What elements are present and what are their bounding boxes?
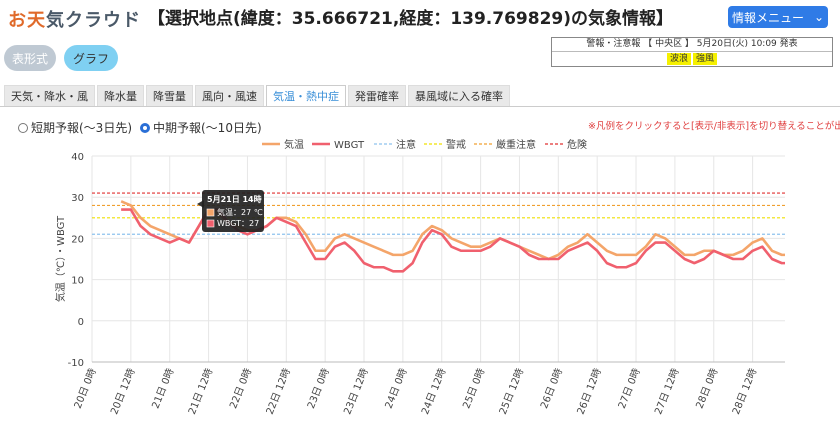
x-tick-label: 22日 0時 (227, 367, 254, 411)
legend-item-label[interactable]: 警戒 (446, 138, 466, 151)
chart-tooltip (202, 190, 264, 232)
warning-tag-wave: 波浪 (666, 53, 691, 65)
tooltip-value: WBGT：27 (217, 219, 259, 228)
tab-bar: 天気・降水・風 降水量 降雪量 風向・風速 気温・熱中症 発雷確率 暴風域に入る… (4, 85, 510, 107)
x-tick-label: 25日 0時 (460, 367, 487, 411)
warning-panel: 警報・注意報 【 中央区 】 5月20日(火) 10:09 発表 波浪 強風 (551, 37, 833, 67)
x-tick-label: 26日 12時 (575, 367, 604, 417)
radio-on-icon (140, 122, 150, 133)
graph-view-button[interactable]: グラフ (64, 45, 118, 71)
x-tick-label: 20日 0時 (72, 367, 99, 411)
x-tick-label: 28日 12時 (730, 367, 759, 417)
y-tick-label: 40 (71, 152, 84, 163)
tab-snowfall[interactable]: 降雪量 (146, 85, 193, 107)
temperature-wbgt-chart: 20日 0時 20日 12時 21日 0時 21日 12時 22日 0時 22日 12時 2… (54, 138, 785, 417)
x-tick-label: 23日 12時 (341, 367, 370, 417)
x-tick-label: 27日 12時 (652, 367, 681, 417)
tooltip-arrow-icon (197, 200, 204, 208)
y-tick-label: 0 (78, 317, 84, 328)
x-tick-label: 26日 0時 (538, 367, 565, 411)
legend-note: ※凡例をクリックすると[表示/非表示]を切り替えることが出来ます (588, 121, 840, 132)
x-tick-label: 21日 0時 (150, 367, 177, 411)
info-menu-button[interactable]: 情報メニュー ⌄ (728, 6, 828, 28)
x-tick-label: 28日 0時 (694, 367, 721, 411)
x-tick-label: 27日 0時 (616, 367, 643, 411)
warning-tag-wind: 強風 (693, 53, 718, 65)
tab-precipitation[interactable]: 降水量 (97, 85, 144, 107)
y-tick-label: -10 (68, 358, 84, 369)
short-forecast-radio[interactable]: 短期予報(〜3日先) (18, 119, 132, 136)
y-tick-label: 20 (71, 234, 84, 245)
app-logo[interactable]: お天気クラウド (8, 10, 141, 31)
chevron-down-icon: ⌄ (813, 10, 825, 24)
radio-off-icon (18, 122, 28, 133)
x-tick-label: 23日 0時 (305, 367, 332, 411)
y-tick-label: 30 (71, 193, 84, 204)
x-tick-label: 25日 12時 (497, 367, 526, 417)
y-axis-label: 気温（℃）・WBGT (54, 215, 67, 302)
tooltip-swatch (206, 219, 215, 228)
tooltip-swatch (206, 208, 215, 217)
tab-wind[interactable]: 風向・風速 (195, 85, 264, 107)
legend-item-label[interactable]: 危険 (567, 139, 587, 151)
tab-storm-zone[interactable]: 暴風域に入る確率 (408, 85, 510, 107)
legend-item-label[interactable]: 厳重注意 (496, 138, 536, 151)
tooltip-title: 5月21日 14時 (207, 194, 262, 204)
sun-icon: 天 (27, 10, 46, 31)
table-view-button[interactable]: 表形式 (4, 45, 56, 71)
tooltip-value: 気温：27 ℃ (217, 207, 263, 217)
x-tick-label: 22日 12時 (264, 367, 293, 417)
x-tick-label: 20日 12時 (108, 367, 137, 417)
legend-item-label[interactable]: WBGT (334, 140, 365, 151)
warning-heading: 警報・注意報 【 中央区 】 5月20日(火) 10:09 発表 (552, 38, 832, 52)
legend-item-label[interactable]: 注意 (396, 138, 416, 151)
tab-temperature-heatstroke[interactable]: 気温・熱中症 (266, 85, 346, 107)
forecast-selector: 短期予報(〜3日先) 中期予報(〜10日先) (18, 119, 262, 136)
page-title: 【選択地点(緯度：35.666721,経度：139.769829)の気象情報】 (148, 9, 673, 29)
tab-weather[interactable]: 天気・降水・風 (4, 85, 95, 107)
tab-lightning[interactable]: 発雷確率 (348, 85, 406, 107)
tab-divider (0, 106, 840, 107)
x-tick-label: 24日 12時 (419, 367, 448, 417)
x-tick-label: 21日 12時 (186, 367, 215, 417)
legend-item-label[interactable]: 気温 (284, 138, 304, 151)
mid-forecast-radio[interactable]: 中期予報(〜10日先) (140, 119, 262, 136)
y-tick-label: 10 (71, 276, 84, 287)
x-tick-label: 24日 0時 (383, 367, 410, 411)
